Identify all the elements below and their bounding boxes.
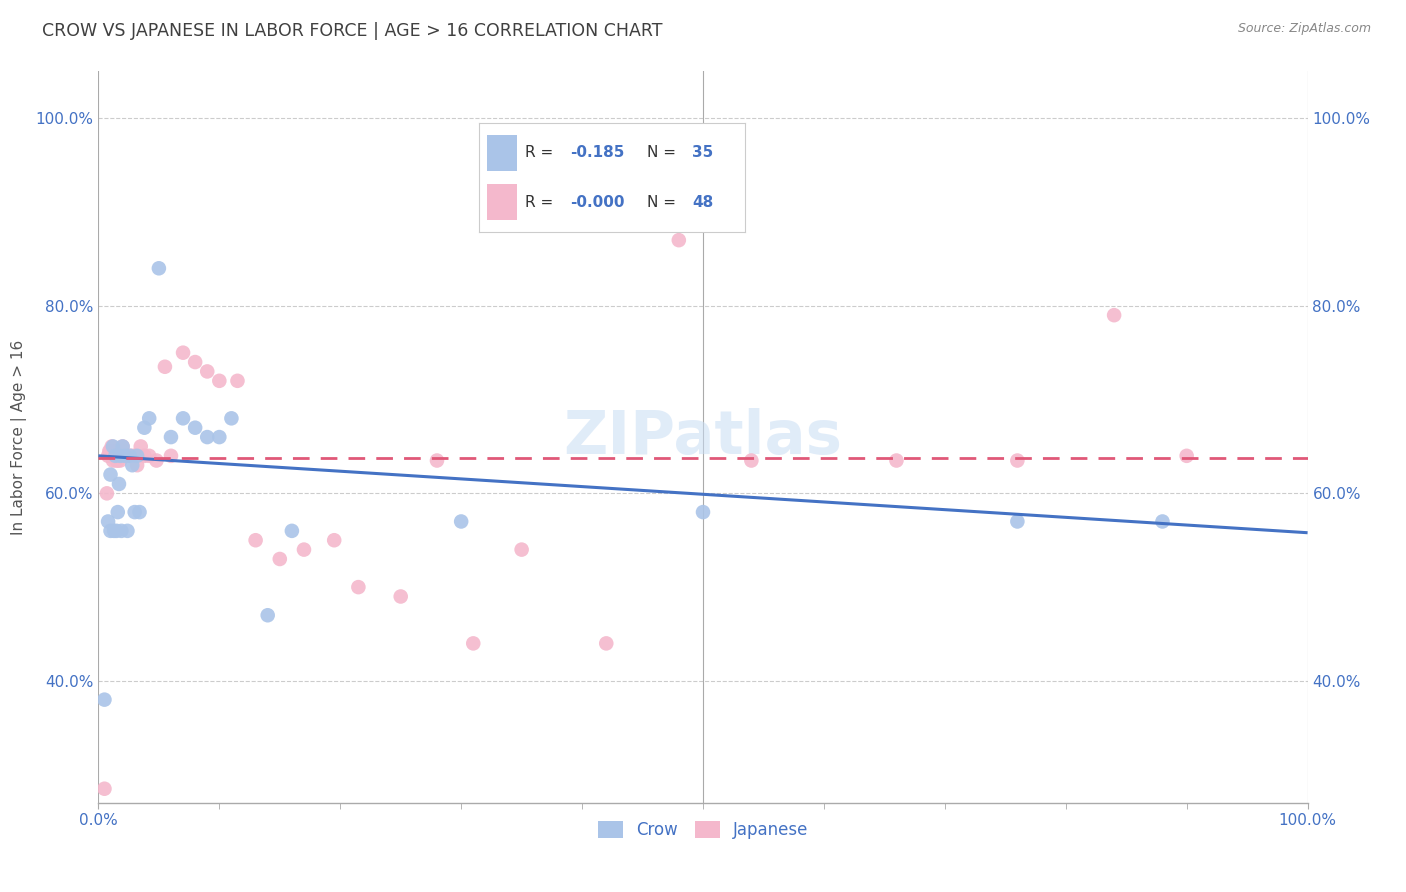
Point: [110, 524, 132, 538]
Point: [510, 542, 533, 557]
Text: ZIPatlas: ZIPatlas: [564, 408, 842, 467]
Point: [256, 608, 278, 623]
Point: [107, 505, 129, 519]
Point: [323, 533, 346, 548]
Point: [93, 692, 115, 706]
Point: [114, 449, 136, 463]
Point: [463, 636, 485, 650]
Point: [117, 449, 139, 463]
Point: [129, 440, 152, 454]
Point: [103, 444, 125, 458]
Point: [101, 453, 124, 467]
Point: [104, 449, 127, 463]
Point: [195, 364, 218, 378]
Point: [245, 533, 267, 548]
Point: [97, 449, 120, 463]
Legend: Crow, Japanese: Crow, Japanese: [591, 814, 815, 846]
Text: CROW VS JAPANESE IN LABOR FORCE | AGE > 16 CORRELATION CHART: CROW VS JAPANESE IN LABOR FORCE | AGE > …: [42, 22, 662, 40]
Point: [450, 515, 472, 529]
Point: [127, 458, 149, 473]
Point: [145, 453, 167, 467]
Point: [124, 449, 146, 463]
Point: [184, 355, 207, 369]
Point: [184, 420, 207, 434]
Point: [100, 524, 122, 538]
Point: [98, 444, 121, 458]
Point: [426, 453, 449, 467]
Point: [121, 449, 143, 463]
Point: [105, 453, 128, 467]
Point: [96, 486, 118, 500]
Point: [668, 233, 690, 247]
Point: [111, 440, 134, 454]
Point: [118, 449, 141, 463]
Point: [138, 449, 160, 463]
Point: [160, 430, 183, 444]
Point: [97, 515, 120, 529]
Point: [153, 359, 176, 374]
Point: [195, 430, 218, 444]
Point: [107, 453, 129, 467]
Point: [886, 453, 908, 467]
Point: [134, 420, 156, 434]
Point: [269, 552, 291, 566]
Point: [148, 261, 170, 276]
Point: [1007, 453, 1029, 467]
Point: [281, 524, 304, 538]
Point: [103, 524, 125, 538]
Point: [1152, 515, 1174, 529]
Point: [101, 440, 124, 454]
Point: [124, 505, 146, 519]
Point: [1007, 515, 1029, 529]
Point: [100, 444, 122, 458]
Point: [108, 449, 131, 463]
Point: [347, 580, 370, 594]
Point: [221, 411, 243, 425]
Point: [128, 505, 150, 519]
Point: [208, 430, 231, 444]
Point: [93, 781, 115, 796]
Point: [208, 374, 231, 388]
Point: [595, 636, 617, 650]
Point: [127, 449, 149, 463]
Point: [108, 449, 131, 463]
Point: [389, 590, 412, 604]
Point: [100, 440, 122, 454]
Point: [172, 345, 194, 359]
Y-axis label: In Labor Force | Age > 16: In Labor Force | Age > 16: [11, 340, 27, 534]
Point: [108, 477, 131, 491]
Point: [118, 449, 141, 463]
Point: [111, 440, 134, 454]
Point: [692, 505, 714, 519]
Point: [110, 449, 132, 463]
Point: [114, 449, 136, 463]
Point: [292, 542, 315, 557]
Point: [117, 524, 139, 538]
Point: [1175, 449, 1198, 463]
Point: [134, 449, 156, 463]
Point: [160, 449, 183, 463]
Point: [226, 374, 249, 388]
Point: [172, 411, 194, 425]
Point: [1102, 308, 1125, 322]
Point: [104, 449, 127, 463]
Text: Source: ZipAtlas.com: Source: ZipAtlas.com: [1237, 22, 1371, 36]
Point: [105, 524, 128, 538]
Point: [138, 411, 160, 425]
Point: [740, 453, 762, 467]
Point: [108, 453, 131, 467]
Point: [100, 467, 122, 482]
Point: [121, 458, 143, 473]
